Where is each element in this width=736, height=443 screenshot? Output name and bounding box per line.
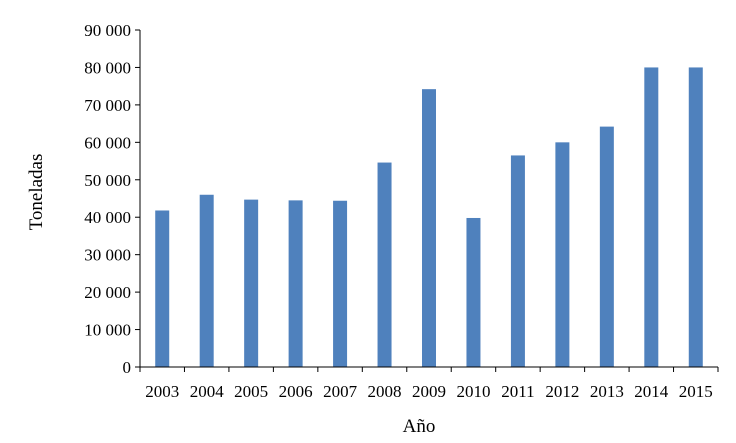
- bar-2014: [644, 67, 659, 367]
- bars: [155, 67, 703, 368]
- bar-2015: [688, 67, 703, 367]
- x-tick-label: 2010: [456, 382, 490, 401]
- x-tick-label: 2012: [545, 382, 579, 401]
- x-tick-label: 2011: [501, 382, 534, 401]
- y-axis-title: Toneladas: [26, 154, 47, 231]
- bar-2008: [377, 162, 392, 367]
- bar-2004: [199, 194, 214, 367]
- y-tick-label: 70 000: [84, 96, 131, 115]
- y-tick-label: 0: [123, 358, 132, 377]
- y-tick-label: 40 000: [84, 208, 131, 227]
- x-tick-label: 2009: [412, 382, 446, 401]
- x-axis-title: Año: [403, 416, 436, 437]
- bar-2007: [333, 200, 348, 367]
- x-tick-label: 2014: [634, 382, 669, 401]
- bar-2010: [466, 217, 481, 367]
- bar-2005: [244, 199, 259, 367]
- x-tick-label: 2004: [190, 382, 225, 401]
- bar-2013: [599, 126, 614, 368]
- bar-2009: [422, 89, 436, 367]
- y-tick-label: 20 000: [84, 283, 131, 302]
- x-tick-label: 2013: [590, 382, 624, 401]
- bar-2011: [510, 155, 525, 367]
- y-tick-label: 50 000: [84, 171, 131, 190]
- y-axis-ticks: 0 10 000 20 000 30 000 40 000 50 000 60 000 70 …: [84, 21, 140, 377]
- x-tick-label: 2003: [145, 382, 179, 401]
- x-axis-ticks: 2003 2004 2005 2006 2007 2008 2009 2010 2011 2012…: [139, 367, 719, 401]
- y-tick-label: 80 000: [84, 58, 131, 77]
- y-tick-label: 90 000: [84, 21, 131, 40]
- bar-2012: [555, 142, 570, 367]
- x-tick-label: 2006: [279, 382, 313, 401]
- x-tick-label: 2007: [323, 382, 358, 401]
- x-tick-label: 2008: [368, 382, 402, 401]
- x-tick-label: 2015: [679, 382, 713, 401]
- y-tick-label: 30 000: [84, 246, 131, 265]
- y-tick-label: 10 000: [84, 321, 131, 340]
- y-tick-label: 60 000: [84, 133, 131, 152]
- x-tick-label: 2005: [234, 382, 268, 401]
- bar-2006: [288, 200, 303, 367]
- bar-2003: [155, 210, 170, 367]
